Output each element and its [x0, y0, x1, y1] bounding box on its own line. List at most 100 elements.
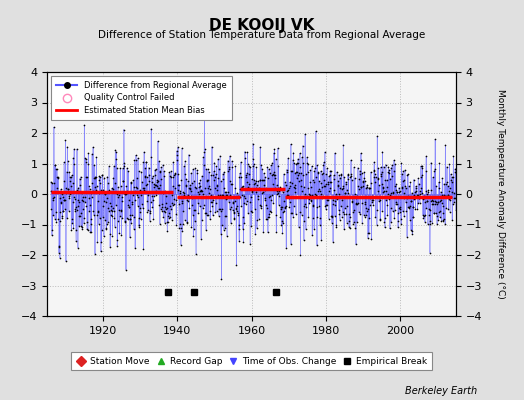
Point: [49, 195, 57, 201]
Point: [198, 188, 206, 194]
Point: [244, 161, 252, 167]
Point: [270, 171, 278, 178]
Point: [204, 177, 212, 184]
Point: [397, 216, 405, 222]
Point: [54, 216, 62, 223]
Point: [285, 195, 293, 201]
Point: [214, 213, 223, 219]
Point: [304, 185, 312, 191]
Point: [412, 185, 420, 191]
Point: [425, 220, 434, 227]
Point: [174, 182, 183, 188]
Point: [403, 193, 412, 199]
Point: [376, 217, 384, 224]
Point: [172, 148, 181, 154]
Point: [59, 194, 67, 200]
Point: [340, 183, 348, 190]
Point: [162, 193, 170, 199]
Point: [148, 193, 156, 200]
Point: [60, 159, 68, 166]
Point: [73, 244, 82, 251]
Point: [251, 179, 259, 186]
Point: [365, 215, 374, 221]
Point: [83, 219, 92, 225]
Point: [89, 188, 97, 194]
Point: [273, 188, 281, 194]
Point: [130, 213, 138, 220]
Point: [366, 202, 374, 208]
Point: [282, 166, 291, 173]
Point: [79, 194, 87, 200]
Point: [243, 179, 252, 185]
Point: [127, 180, 136, 186]
Point: [88, 151, 96, 157]
Point: [306, 167, 314, 174]
Point: [347, 177, 356, 183]
Point: [100, 174, 108, 181]
Point: [308, 163, 316, 170]
Point: [139, 159, 147, 165]
Point: [62, 190, 70, 196]
Point: [64, 186, 72, 192]
Point: [410, 192, 418, 198]
Point: [376, 216, 385, 222]
Point: [445, 208, 454, 215]
Point: [182, 194, 190, 200]
Point: [330, 172, 338, 178]
Point: [127, 201, 136, 208]
Point: [324, 216, 333, 222]
Point: [333, 196, 341, 202]
Point: [169, 202, 177, 208]
Point: [148, 179, 156, 186]
Point: [179, 189, 187, 195]
Point: [69, 225, 78, 232]
Point: [283, 187, 292, 193]
Point: [449, 201, 457, 207]
Point: [80, 122, 89, 128]
Point: [356, 167, 364, 174]
Point: [115, 192, 123, 198]
Point: [292, 169, 301, 176]
Point: [435, 185, 443, 191]
Point: [232, 205, 240, 212]
Point: [434, 179, 443, 186]
Point: [300, 202, 308, 209]
Point: [244, 184, 253, 190]
Point: [361, 178, 369, 184]
Point: [157, 164, 165, 170]
Point: [163, 219, 172, 225]
Point: [260, 197, 269, 203]
Point: [167, 168, 175, 174]
Point: [124, 197, 133, 204]
Point: [235, 238, 243, 244]
Point: [333, 182, 342, 188]
Point: [421, 188, 430, 194]
Point: [285, 185, 293, 191]
Point: [151, 172, 159, 178]
Point: [89, 208, 97, 214]
Point: [380, 218, 389, 225]
Point: [358, 200, 367, 206]
Point: [237, 174, 245, 180]
Point: [391, 201, 400, 208]
Point: [69, 155, 78, 161]
Point: [394, 218, 402, 224]
Point: [184, 152, 193, 158]
Point: [327, 179, 335, 185]
Point: [363, 207, 372, 214]
Point: [59, 196, 68, 203]
Point: [193, 170, 202, 176]
Point: [256, 176, 264, 183]
Point: [259, 189, 267, 195]
Point: [144, 189, 152, 195]
Point: [261, 202, 270, 208]
Point: [90, 162, 99, 168]
Point: [111, 180, 119, 187]
Point: [242, 201, 250, 207]
Point: [265, 211, 274, 218]
Point: [338, 197, 346, 203]
Point: [313, 188, 322, 194]
Point: [260, 170, 268, 176]
Point: [316, 215, 324, 221]
Point: [406, 202, 414, 209]
